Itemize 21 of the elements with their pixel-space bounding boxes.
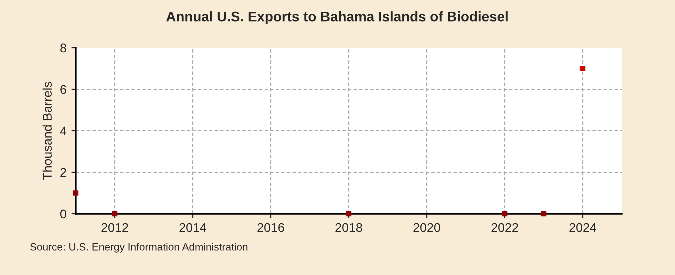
y-tick-label: 6: [60, 85, 66, 94]
y-tick-label: 2: [60, 168, 66, 178]
x-tick-label: 2018: [336, 223, 362, 232]
source-note: Source: U.S. Energy Information Administration: [30, 243, 248, 253]
x-tick-label: 2020: [414, 223, 440, 232]
point: [346, 211, 352, 217]
x-tick-label: 2012: [102, 223, 128, 232]
point: [541, 211, 547, 217]
point: [502, 211, 508, 217]
x-tick-label: 2016: [258, 223, 284, 232]
y-axis-title: Thousand Barrels: [42, 82, 52, 180]
chart-title: Annual U.S. Exports to Bahama Islands of Biodiesel: [166, 12, 508, 24]
y-tick-label: 8: [60, 44, 66, 53]
point: [73, 190, 79, 196]
point: [580, 66, 586, 72]
x-tick-label: 2022: [492, 223, 518, 232]
point: [112, 211, 118, 217]
x-tick-label: 2024: [570, 223, 597, 232]
y-tick-label: 0: [60, 210, 66, 219]
x-tick-label: 2014: [180, 223, 207, 232]
y-tick-label: 4: [60, 126, 67, 136]
